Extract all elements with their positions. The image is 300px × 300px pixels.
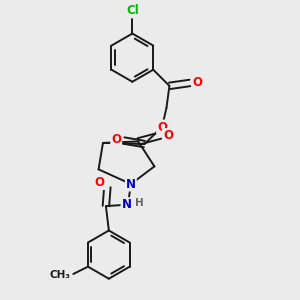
Text: CH₃: CH₃ xyxy=(49,271,70,281)
Text: O: O xyxy=(111,133,121,146)
Text: O: O xyxy=(157,121,167,134)
Text: Cl: Cl xyxy=(126,4,139,17)
Text: O: O xyxy=(163,129,173,142)
Text: O: O xyxy=(95,176,105,189)
Text: O: O xyxy=(192,76,202,89)
Text: H: H xyxy=(135,198,143,208)
Text: N: N xyxy=(126,178,136,190)
Text: N: N xyxy=(122,198,131,211)
